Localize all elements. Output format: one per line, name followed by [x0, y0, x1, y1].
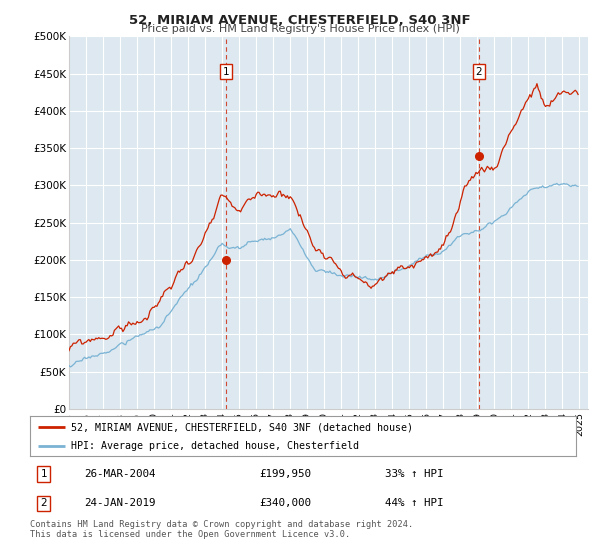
Text: Price paid vs. HM Land Registry's House Price Index (HPI): Price paid vs. HM Land Registry's House …: [140, 24, 460, 34]
Text: 52, MIRIAM AVENUE, CHESTERFIELD, S40 3NF: 52, MIRIAM AVENUE, CHESTERFIELD, S40 3NF: [129, 14, 471, 27]
Text: £340,000: £340,000: [259, 498, 311, 508]
Text: 1: 1: [40, 469, 47, 479]
Text: 2: 2: [475, 67, 482, 77]
Text: 52, MIRIAM AVENUE, CHESTERFIELD, S40 3NF (detached house): 52, MIRIAM AVENUE, CHESTERFIELD, S40 3NF…: [71, 422, 413, 432]
Text: 26-MAR-2004: 26-MAR-2004: [85, 469, 156, 479]
Text: Contains HM Land Registry data © Crown copyright and database right 2024.
This d: Contains HM Land Registry data © Crown c…: [30, 520, 413, 539]
Text: HPI: Average price, detached house, Chesterfield: HPI: Average price, detached house, Ches…: [71, 441, 359, 451]
Text: 24-JAN-2019: 24-JAN-2019: [85, 498, 156, 508]
Text: 33% ↑ HPI: 33% ↑ HPI: [385, 469, 443, 479]
Text: 44% ↑ HPI: 44% ↑ HPI: [385, 498, 443, 508]
Text: 1: 1: [223, 67, 229, 77]
Text: £199,950: £199,950: [259, 469, 311, 479]
Text: 2: 2: [40, 498, 47, 508]
